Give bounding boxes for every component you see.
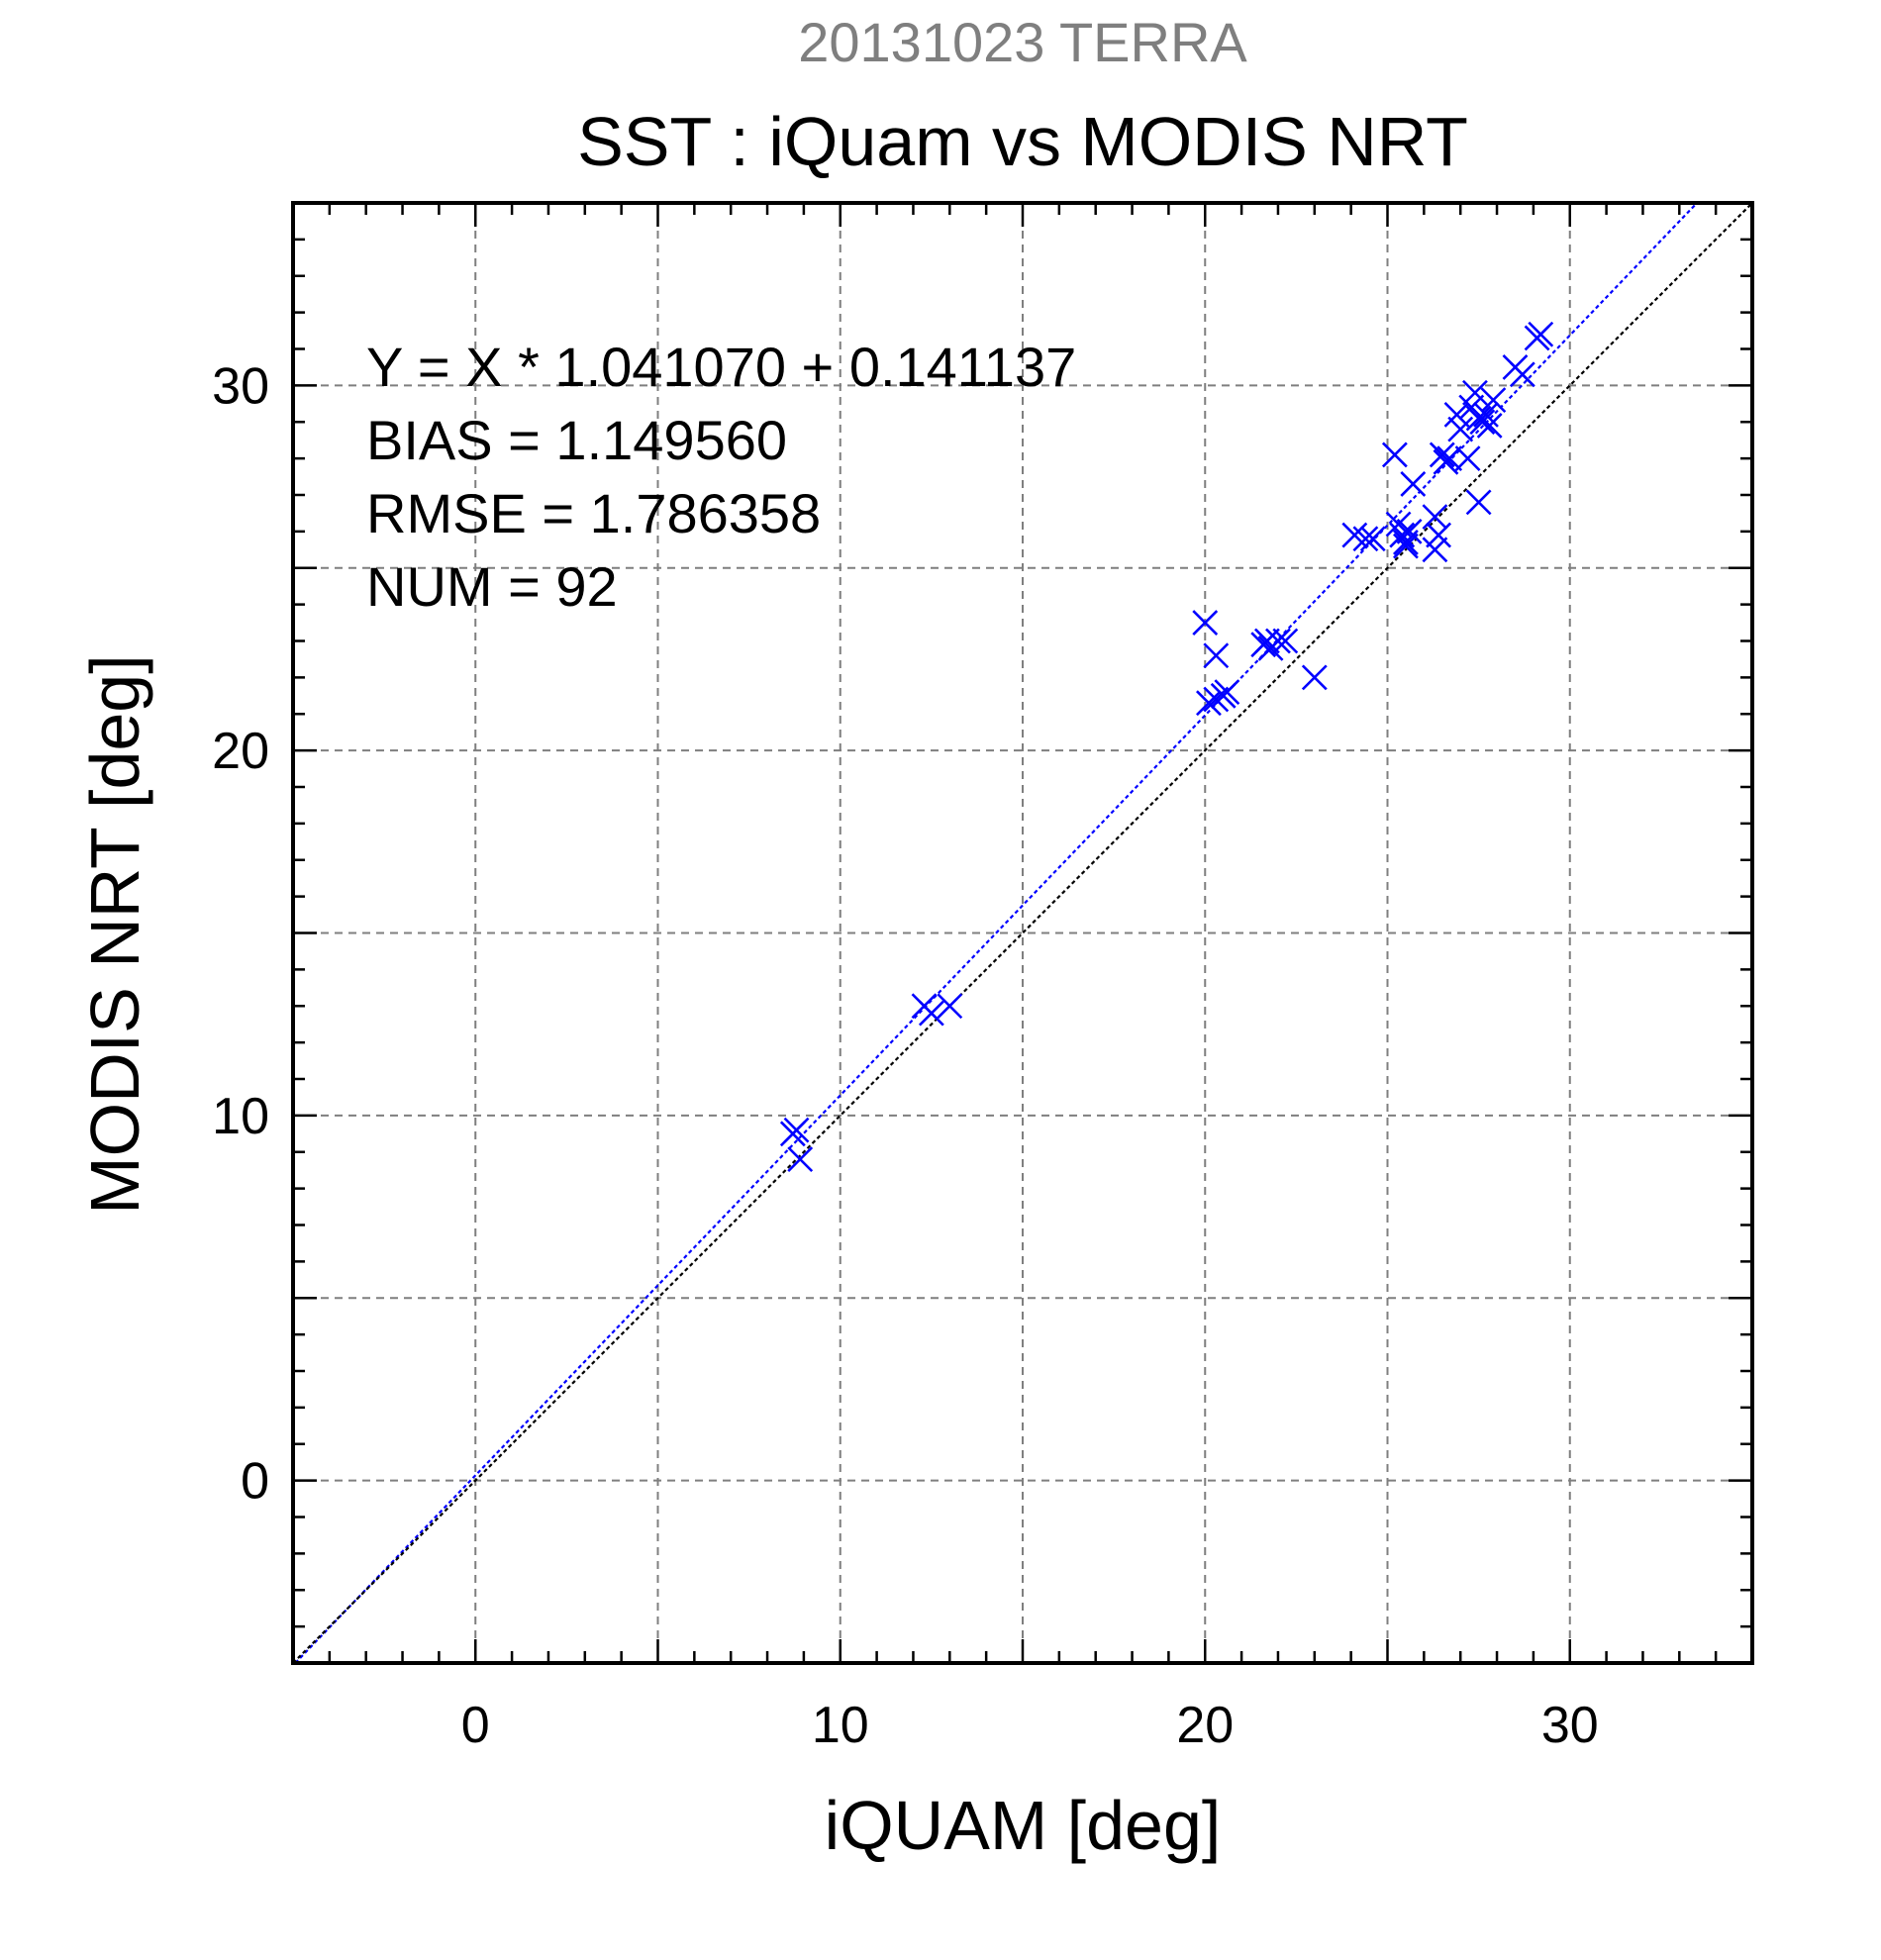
data-point-stroke bbox=[1462, 379, 1488, 406]
data-point bbox=[1422, 504, 1448, 531]
data-point-stroke bbox=[1476, 413, 1503, 439]
data-point bbox=[1447, 416, 1474, 442]
data-point-stroke bbox=[1465, 489, 1492, 516]
data-point bbox=[1422, 537, 1448, 563]
y-tick-label: 10 bbox=[212, 1088, 269, 1145]
data-point-stroke bbox=[1381, 441, 1408, 468]
data-point-stroke bbox=[1352, 526, 1379, 552]
data-point-stroke bbox=[1426, 522, 1452, 548]
data-point bbox=[1203, 642, 1230, 669]
data-point-stroke bbox=[1429, 441, 1455, 468]
data-point bbox=[1469, 409, 1496, 436]
data-point bbox=[918, 1000, 944, 1027]
x-tick-label: 20 bbox=[1176, 1697, 1234, 1754]
data-point bbox=[1400, 471, 1427, 497]
data-point-stroke bbox=[1203, 642, 1230, 669]
data-point-stroke bbox=[1454, 445, 1481, 472]
data-point bbox=[1436, 445, 1463, 472]
data-point-stroke bbox=[1443, 401, 1470, 428]
data-point-stroke bbox=[1385, 511, 1412, 538]
data-point-stroke bbox=[787, 1146, 814, 1173]
x-tick-label: 0 bbox=[461, 1697, 490, 1754]
chart-supertitle: 20131023 TERRA bbox=[798, 11, 1247, 73]
x-tick-label: 10 bbox=[812, 1697, 869, 1754]
data-point bbox=[1196, 690, 1222, 717]
data-point bbox=[1265, 628, 1291, 654]
data-point bbox=[1203, 686, 1230, 713]
data-point bbox=[1352, 526, 1379, 552]
data-point bbox=[1393, 530, 1419, 555]
data-point-stroke bbox=[918, 1000, 944, 1027]
data-point-stroke bbox=[1422, 537, 1448, 563]
data-point-stroke bbox=[779, 1121, 806, 1147]
data-point-stroke bbox=[1210, 682, 1237, 709]
data-point bbox=[779, 1121, 806, 1147]
data-point bbox=[1253, 628, 1280, 654]
x-axis-title: iQUAM [deg] bbox=[825, 1787, 1222, 1864]
data-point bbox=[1393, 533, 1419, 559]
chart-title: SST : iQuam vs MODIS NRT bbox=[577, 103, 1468, 180]
data-point-stroke bbox=[1203, 686, 1230, 713]
y-tick-label: 0 bbox=[241, 1453, 269, 1511]
data-point bbox=[1429, 441, 1455, 468]
data-point-stroke bbox=[1265, 628, 1291, 654]
data-point bbox=[1528, 321, 1554, 347]
data-point bbox=[1210, 682, 1237, 709]
data-point bbox=[1272, 628, 1299, 654]
fit-equation: Y = X * 1.041070 + 0.141137 bbox=[366, 336, 1076, 398]
data-point bbox=[1381, 441, 1408, 468]
rmse-value: RMSE = 1.786358 bbox=[366, 482, 821, 544]
reference-lines bbox=[292, 202, 1753, 1664]
data-point-stroke bbox=[1473, 401, 1499, 428]
data-point-stroke bbox=[1301, 664, 1328, 691]
data-point bbox=[1426, 522, 1452, 548]
data-point-stroke bbox=[1253, 628, 1280, 654]
plot-frame bbox=[291, 201, 1754, 1665]
data-point-stroke bbox=[1393, 530, 1419, 555]
data-point bbox=[1454, 445, 1481, 472]
data-point-stroke bbox=[1272, 628, 1299, 654]
data-point-stroke bbox=[1196, 690, 1222, 717]
data-point bbox=[787, 1146, 814, 1173]
data-point-stroke bbox=[937, 993, 963, 1020]
y-tick-label: 30 bbox=[212, 357, 269, 415]
data-point-stroke bbox=[1528, 321, 1554, 347]
data-point-stroke bbox=[1458, 394, 1485, 421]
data-point-stroke bbox=[1469, 409, 1496, 436]
data-point bbox=[1476, 413, 1503, 439]
data-point-stroke bbox=[1447, 416, 1474, 442]
tick-labels: 0 10 20 30 0 10 20 30 bbox=[212, 357, 1599, 1754]
data-point bbox=[1192, 610, 1219, 636]
data-point bbox=[1509, 361, 1535, 388]
identity-line bbox=[292, 202, 1753, 1664]
y-axis-title: MODIS NRT [deg] bbox=[76, 654, 153, 1214]
data-point bbox=[1359, 526, 1386, 552]
data-point-stroke bbox=[1393, 533, 1419, 559]
data-point bbox=[1301, 664, 1328, 691]
data-point-stroke bbox=[1400, 471, 1427, 497]
count-value: NUM = 92 bbox=[366, 555, 618, 618]
data-point bbox=[1462, 379, 1488, 406]
data-point-stroke bbox=[1192, 610, 1219, 636]
data-point bbox=[937, 993, 963, 1020]
x-tick-label: 30 bbox=[1541, 1697, 1599, 1754]
data-point-stroke bbox=[1436, 445, 1463, 472]
data-point bbox=[1480, 387, 1507, 414]
data-point-stroke bbox=[1359, 526, 1386, 552]
y-tick-label: 20 bbox=[212, 723, 269, 780]
data-point-stroke bbox=[1480, 387, 1507, 414]
data-points bbox=[779, 321, 1554, 1173]
data-point bbox=[1465, 489, 1492, 516]
bias-value: BIAS = 1.149560 bbox=[366, 409, 787, 471]
data-point-stroke bbox=[1509, 361, 1535, 388]
data-point bbox=[1443, 401, 1470, 428]
data-point-stroke bbox=[1389, 522, 1416, 548]
regression-line bbox=[294, 202, 1698, 1664]
